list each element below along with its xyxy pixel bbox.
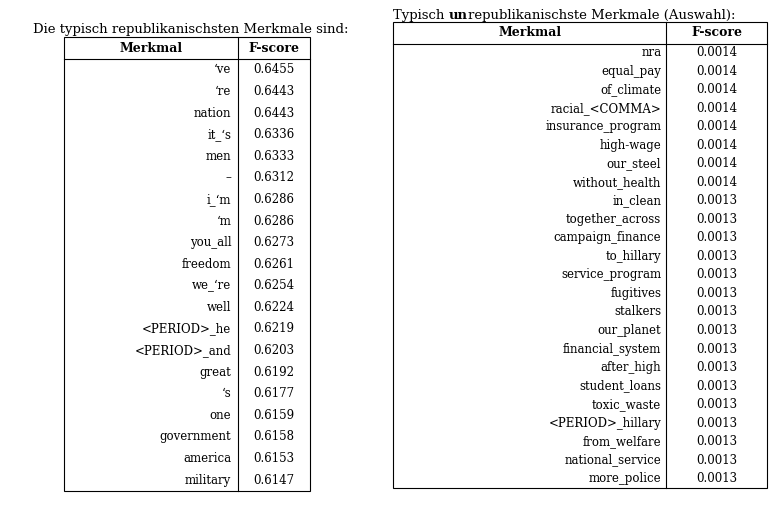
Text: fugitives: fugitives [611,287,661,300]
Bar [393,22,767,488]
Text: 0.0013: 0.0013 [696,305,737,319]
Text: <PERIOD>_hillary: <PERIOD>_hillary [548,416,661,430]
Text: ‘re: ‘re [215,85,231,98]
Bar [64,37,310,491]
Text: 0.0013: 0.0013 [696,435,737,448]
Text: 0.6158: 0.6158 [253,430,294,444]
Text: 0.6443: 0.6443 [253,85,294,98]
Text: america: america [183,452,231,465]
Text: Merkmal: Merkmal [119,42,182,54]
Text: service_program: service_program [561,268,661,282]
Text: 0.6286: 0.6286 [253,214,294,228]
Text: 0.6219: 0.6219 [253,322,294,336]
Text: ‘ve: ‘ve [214,63,231,77]
Text: republikanischste Merkmale (Auswahl):: republikanischste Merkmale (Auswahl): [468,9,735,22]
Text: of_climate: of_climate [601,83,661,97]
Text: more_police: more_police [589,472,661,485]
Text: we_‘re: we_‘re [192,279,231,292]
Text: 0.0014: 0.0014 [696,139,737,152]
Text: insurance_program: insurance_program [545,120,661,134]
Text: great: great [199,365,231,379]
Text: 0.0014: 0.0014 [696,157,737,171]
Text: 0.6273: 0.6273 [253,236,294,249]
Text: un: un [449,9,468,22]
Text: 0.6254: 0.6254 [253,279,294,292]
Text: 0.0013: 0.0013 [696,194,737,208]
Text: 0.0013: 0.0013 [696,416,737,430]
Text: men: men [206,150,231,163]
Text: 0.6159: 0.6159 [253,409,294,422]
Text: 0.6336: 0.6336 [253,128,294,141]
Text: 0.0014: 0.0014 [696,65,737,78]
Text: our_planet: our_planet [597,324,661,337]
Text: 0.0013: 0.0013 [696,472,737,485]
Text: 0.6177: 0.6177 [253,387,294,400]
Text: equal_pay: equal_pay [601,65,661,78]
Text: ‘m: ‘m [217,214,231,228]
Text: F-score: F-score [249,42,299,54]
Text: 0.6147: 0.6147 [253,473,294,487]
Text: 0.6261: 0.6261 [253,258,294,271]
Text: financial_system: financial_system [563,342,661,356]
Text: Merkmal: Merkmal [498,26,562,39]
Text: high-wage: high-wage [600,139,661,152]
Text: government: government [160,430,231,444]
Text: freedom: freedom [182,258,231,271]
Text: 0.6192: 0.6192 [253,365,294,379]
Text: stalkers: stalkers [615,305,661,319]
Text: ‘s: ‘s [221,387,231,400]
Text: our_steel: our_steel [607,157,661,171]
Text: 0.6224: 0.6224 [253,301,294,314]
Text: 0.0013: 0.0013 [696,231,737,245]
Text: 0.0013: 0.0013 [696,342,737,356]
Text: toxic_waste: toxic_waste [592,398,661,411]
Text: one: one [210,409,231,422]
Text: 0.0013: 0.0013 [696,287,737,300]
Text: to_hillary: to_hillary [606,250,661,263]
Text: 0.0014: 0.0014 [696,120,737,134]
Text: you_all: you_all [190,236,231,249]
Text: 0.6286: 0.6286 [253,193,294,206]
Text: 0.6312: 0.6312 [253,171,294,185]
Text: after_high: after_high [601,361,661,374]
Text: 0.6455: 0.6455 [253,63,294,77]
Text: –: – [225,171,231,185]
Text: 0.6153: 0.6153 [253,452,294,465]
Text: well: well [207,301,231,314]
Text: <PERIOD>_and: <PERIOD>_and [135,344,231,357]
Text: racial_<COMMA>: racial_<COMMA> [551,102,661,115]
Text: 0.6443: 0.6443 [253,106,294,120]
Text: nation: nation [194,106,231,120]
Text: from_welfare: from_welfare [583,435,661,448]
Text: Die typisch republikanischsten Merkmale sind:: Die typisch republikanischsten Merkmale … [33,23,349,36]
Text: 0.0014: 0.0014 [696,46,737,60]
Text: 0.0013: 0.0013 [696,213,737,226]
Text: without_health: without_health [573,176,661,189]
Text: F-score: F-score [691,26,742,39]
Text: 0.0014: 0.0014 [696,102,737,115]
Text: national_service: national_service [565,453,661,467]
Text: campaign_finance: campaign_finance [554,231,661,245]
Text: 0.0013: 0.0013 [696,361,737,374]
Text: it_‘s: it_‘s [207,128,231,141]
Text: 0.0013: 0.0013 [696,398,737,411]
Text: 0.0013: 0.0013 [696,453,737,467]
Text: i_‘m: i_‘m [207,193,231,206]
Text: student_loans: student_loans [580,379,661,393]
Text: 0.0013: 0.0013 [696,250,737,263]
Text: 0.0013: 0.0013 [696,324,737,337]
Text: in_clean: in_clean [612,194,661,208]
Text: 0.0014: 0.0014 [696,176,737,189]
Text: Typisch: Typisch [393,9,449,22]
Text: together_across: together_across [566,213,661,226]
Text: 0.0013: 0.0013 [696,268,737,282]
Text: 0.6203: 0.6203 [253,344,294,357]
Text: military: military [185,473,231,487]
Text: 0.0014: 0.0014 [696,83,737,97]
Text: 0.6333: 0.6333 [253,150,294,163]
Text: <PERIOD>_he: <PERIOD>_he [142,322,231,336]
Text: nra: nra [641,46,661,60]
Text: 0.0013: 0.0013 [696,379,737,393]
